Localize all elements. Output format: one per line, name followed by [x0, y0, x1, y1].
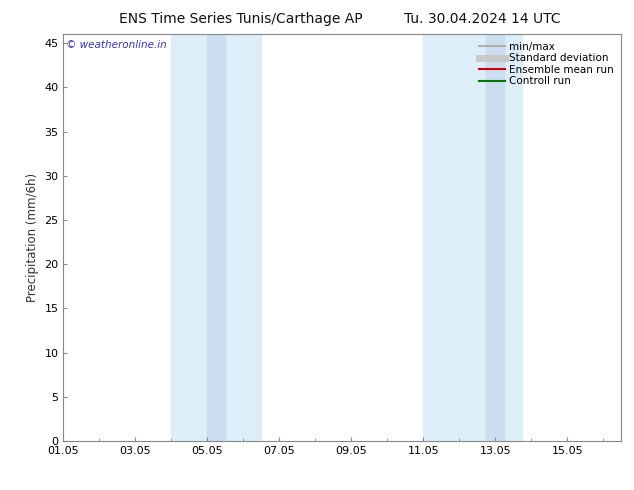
Text: Tu. 30.04.2024 14 UTC: Tu. 30.04.2024 14 UTC — [403, 12, 560, 26]
Bar — [486, 34, 504, 441]
Text: © weatheronline.in: © weatheronline.in — [66, 40, 167, 50]
Y-axis label: Precipitation (mm/6h): Precipitation (mm/6h) — [26, 173, 39, 302]
Legend: min/max, Standard deviation, Ensemble mean run, Controll run: min/max, Standard deviation, Ensemble me… — [477, 40, 616, 88]
Bar — [424, 34, 522, 441]
Bar — [171, 34, 261, 441]
Bar — [207, 34, 225, 441]
Text: ENS Time Series Tunis/Carthage AP: ENS Time Series Tunis/Carthage AP — [119, 12, 363, 26]
